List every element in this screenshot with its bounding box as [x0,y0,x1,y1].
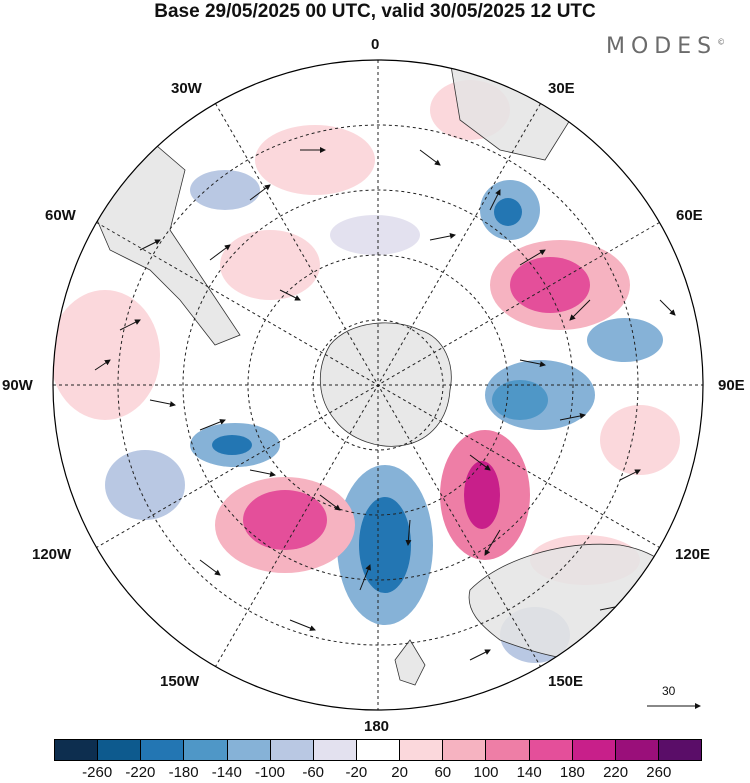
map-title: Base 29/05/2025 00 UTC, valid 30/05/2025… [154,1,596,22]
brand-logo: MODES© [606,34,725,59]
colorbar-tick-label: -20 [345,764,368,781]
colorbar-tick-label: 180 [559,764,585,781]
wind-vector [119,319,141,331]
wind-vector [484,529,501,556]
colorbar-tick-label: -140 [211,764,242,781]
lon-label-0: 0 [371,36,380,53]
anomaly-positive [510,257,590,313]
map-boundary [52,59,704,711]
colorbar-segment [356,740,401,760]
wind-vector [279,289,301,301]
wind-vector [139,239,161,251]
colorbar-segment [313,740,357,760]
wind-vector [359,564,371,591]
anomaly-negative [330,215,420,255]
colorbar-segment [529,740,573,760]
colorbar-tick-label: 140 [516,764,542,781]
anomaly-positive [243,490,327,550]
wind-vector [469,454,491,471]
colorbar-segment [615,740,659,760]
lon-label-30e: 30E [548,80,575,97]
colorbar-tick-label: -260 [82,764,113,781]
lon-label-120w: 120W [32,546,72,563]
colorbar-tick-label: -220 [125,764,156,781]
wind-vector [289,619,316,631]
wind-vector [659,299,676,316]
wind-vector [489,189,501,211]
wind-vector [429,233,456,241]
colorbar-segment [141,740,185,760]
wind-vector [469,649,491,661]
wind-vector [199,559,221,576]
anomaly-positive [53,290,160,420]
colorbar-segment [658,740,702,760]
anomaly-positive [464,461,500,529]
wind-vector [559,413,586,421]
wind-vector [199,419,226,431]
wind-vector [249,469,276,477]
wind-vector [209,244,231,261]
wind-vector [405,519,412,546]
wind-vector [519,359,546,367]
graticule [53,60,703,710]
colorbar-ticks: -260 -220 -180 -140 -100 -60 -20 20 60 100 140 180 2… [54,764,702,782]
lon-label-180: 180 [364,718,390,735]
colorbar-tick-label: -100 [254,764,286,781]
wind-vector [619,469,641,481]
lon-label-120e: 120E [675,546,711,563]
colorbar-tick-label: 20 [391,764,408,781]
wind-vector [569,299,591,321]
anomaly-negative [212,435,252,455]
colorbar-tick-label: -180 [168,764,199,781]
colorbar-tick-label: 60 [434,764,452,781]
colorbar-segment [572,740,616,760]
colorbar-segment [184,740,228,760]
lon-label-90e: 90E [718,377,745,394]
brand-text: MODES [606,34,718,59]
colorbar-segment [270,740,314,760]
anomaly-negative [105,450,185,520]
colorbar-segment [98,740,142,760]
anomaly-negative [587,318,663,362]
anomaly-positive [220,230,320,300]
lon-label-150w: 150W [160,673,200,690]
colorbar-tick-label: 220 [603,764,629,781]
colorbar-segment [486,740,530,760]
anomaly-negative [494,198,522,226]
wind-vector [319,494,341,511]
wind-vector [419,149,441,166]
anomaly-negative [492,380,548,420]
colorbar-segment [400,740,444,760]
colorbar [54,739,702,761]
lon-label-60w: 60W [45,207,76,224]
anomaly-negative [190,170,260,210]
lon-label-150e: 150E [548,673,584,690]
lon-label-30w: 30W [171,80,202,97]
anomaly-negative [359,497,411,593]
colorbar-tick-label: 260 [646,764,672,781]
lon-label-60e: 60E [676,207,703,224]
south-america [94,139,241,346]
brand-mark: © [717,37,726,47]
anomaly-positive [255,125,375,195]
anomaly-positive [600,405,680,475]
vector-scale-label: 30 [662,684,676,698]
wind-vector [519,249,546,266]
colorbar-tick-label: 100 [473,764,499,781]
colorbar-segment [55,740,99,760]
wind-vector [94,359,111,371]
colorbar-segment [443,740,487,760]
colorbar-segment [227,740,271,760]
lon-label-90w: 90W [2,377,33,394]
wind-vectors [94,147,676,661]
wind-vector [149,399,176,407]
wind-vector [249,184,271,201]
colorbar-tick-label: -60 [302,764,325,781]
